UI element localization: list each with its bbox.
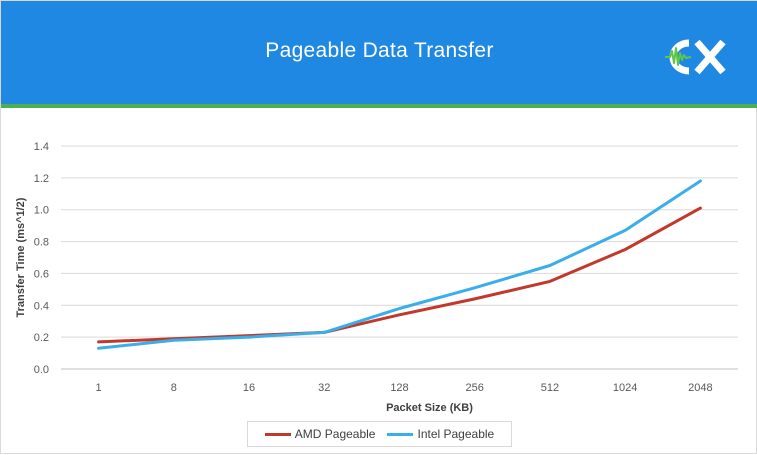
- x-tick-label: 32: [318, 382, 330, 394]
- x-tick-label: 128: [390, 382, 408, 394]
- legend-swatch-amd: [265, 433, 291, 436]
- x-tick-label: 2048: [688, 382, 712, 394]
- y-tick-label: 1.0: [34, 205, 49, 217]
- legend-swatch-intel: [387, 433, 413, 436]
- legend: AMD Pageable Intel Pageable: [247, 421, 512, 447]
- y-axis-title: Transfer Time (ms^1/2): [15, 197, 27, 317]
- x-tick-label: 1: [96, 382, 102, 394]
- legend-label-amd: AMD Pageable: [295, 427, 376, 441]
- series-line-0: [99, 208, 701, 342]
- x-tick-label: 1024: [613, 382, 637, 394]
- x-axis-title: Packet Size (KB): [386, 402, 473, 414]
- legend-item-intel: Intel Pageable: [387, 427, 494, 441]
- y-tick-label: 1.4: [34, 141, 49, 153]
- x-tick-label: 256: [466, 382, 484, 394]
- y-tick-label: 0.6: [34, 268, 49, 280]
- series-line-1: [99, 181, 701, 348]
- x-tick-label: 16: [243, 382, 255, 394]
- x-tick-label: 8: [171, 382, 177, 394]
- legend-item-amd: AMD Pageable: [265, 427, 376, 441]
- y-tick-label: 0.0: [34, 364, 49, 376]
- y-tick-label: 0.2: [34, 332, 49, 344]
- legend-label-intel: Intel Pageable: [417, 427, 494, 441]
- y-tick-label: 0.4: [34, 300, 49, 312]
- y-tick-label: 0.8: [34, 237, 49, 249]
- y-tick-label: 1.2: [34, 173, 49, 185]
- x-tick-label: 512: [541, 382, 559, 394]
